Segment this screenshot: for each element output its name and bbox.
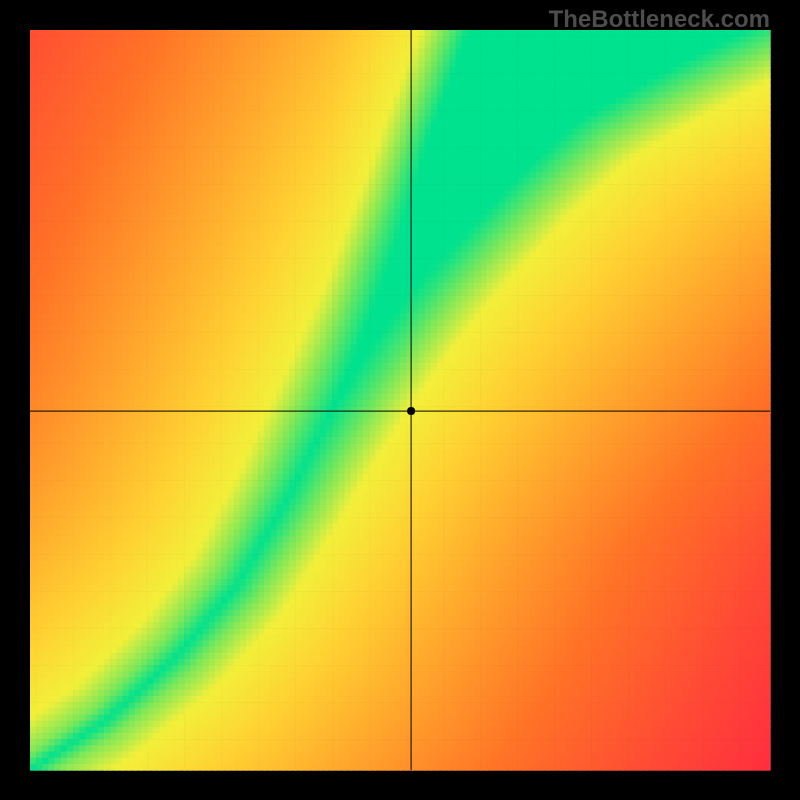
chart-container: TheBottleneck.com xyxy=(0,0,800,800)
bottleneck-heatmap xyxy=(0,0,800,800)
watermark-text: TheBottleneck.com xyxy=(549,6,770,34)
